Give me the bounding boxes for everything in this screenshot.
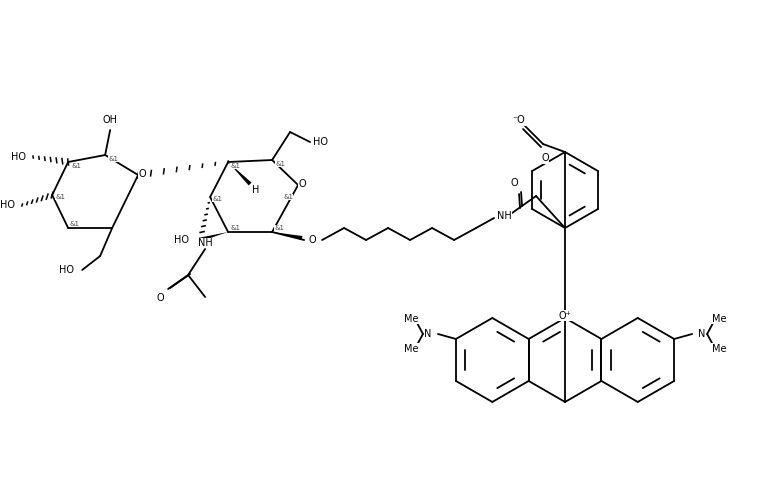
Text: &1: &1 — [70, 221, 79, 227]
Polygon shape — [228, 162, 251, 185]
Text: &1: &1 — [275, 161, 285, 167]
Text: ⁻O: ⁻O — [512, 115, 526, 125]
Text: O: O — [541, 153, 549, 163]
Text: &1: &1 — [283, 194, 293, 200]
Text: H: H — [252, 185, 260, 195]
Polygon shape — [198, 232, 228, 242]
Text: Me: Me — [404, 344, 418, 354]
Text: Me: Me — [404, 314, 418, 324]
Text: HO: HO — [312, 137, 327, 147]
Text: HO: HO — [59, 265, 73, 275]
Text: N: N — [424, 329, 432, 339]
Text: &1: &1 — [108, 156, 118, 162]
Text: O: O — [298, 179, 306, 189]
Text: O: O — [308, 235, 316, 245]
Text: O: O — [510, 178, 518, 188]
Text: N: N — [698, 329, 706, 339]
Text: O⁺: O⁺ — [558, 311, 572, 321]
Text: &1: &1 — [274, 225, 284, 231]
Text: &1: &1 — [212, 196, 222, 202]
Text: HO: HO — [0, 200, 15, 210]
Text: NH: NH — [198, 238, 212, 248]
Polygon shape — [272, 232, 302, 240]
Text: OH: OH — [102, 115, 118, 125]
Text: NH: NH — [497, 211, 512, 221]
Text: &1: &1 — [71, 163, 81, 169]
Text: Me: Me — [712, 344, 726, 354]
Text: &1: &1 — [55, 194, 65, 200]
Text: HO: HO — [11, 152, 26, 162]
Text: O: O — [138, 169, 146, 179]
Text: &1: &1 — [230, 225, 240, 231]
Text: HO: HO — [173, 235, 189, 245]
Text: Me: Me — [712, 314, 726, 324]
Text: &1: &1 — [230, 163, 240, 169]
Text: O: O — [156, 293, 164, 303]
